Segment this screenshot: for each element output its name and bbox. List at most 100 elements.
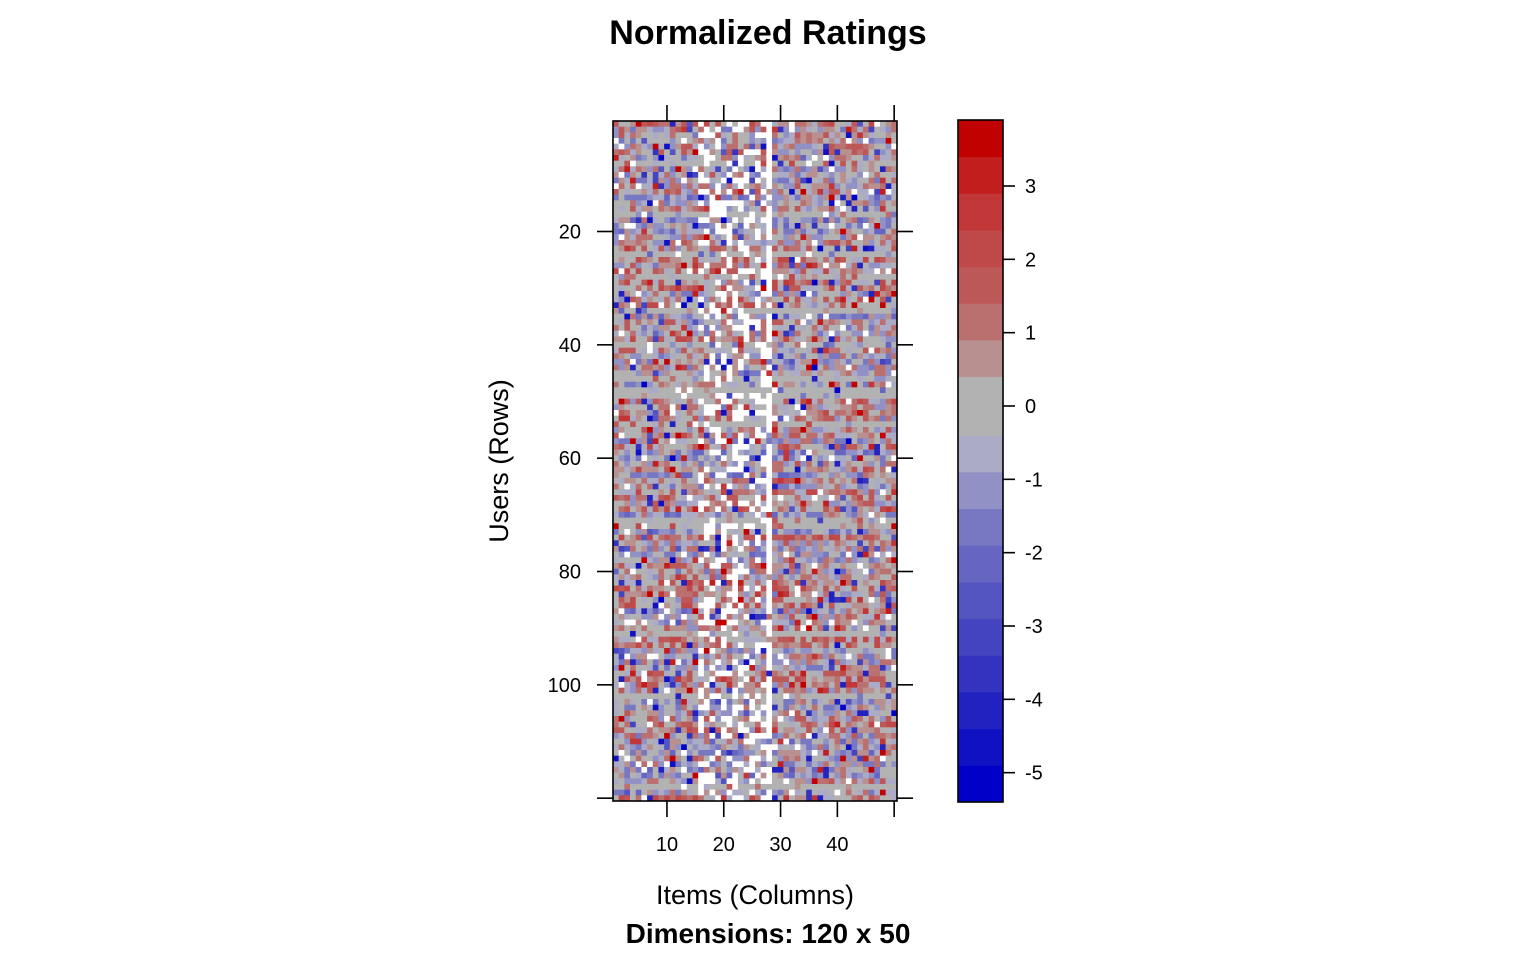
heatmap-cell (641, 432, 648, 439)
heatmap-cell (811, 206, 818, 212)
heatmap-cell (851, 285, 858, 292)
heatmap-cell (885, 444, 892, 450)
heatmap-cell (794, 149, 801, 156)
heatmap-cell (874, 449, 881, 456)
heatmap-cell (675, 325, 682, 331)
heatmap-cell (862, 466, 869, 473)
heatmap-cell (862, 245, 869, 252)
heatmap-cell (862, 636, 869, 643)
heatmap-cell (868, 319, 875, 326)
heatmap-cell (772, 653, 778, 660)
heatmap-cell (868, 574, 875, 581)
heatmap-cell (840, 529, 847, 535)
heatmap-cell (834, 359, 841, 365)
heatmap-cell (823, 546, 830, 552)
heatmap-cell (885, 313, 892, 320)
heatmap-cell (862, 183, 869, 190)
heatmap-cell (681, 370, 688, 377)
heatmap-cell (641, 200, 648, 207)
heatmap-cell (766, 614, 773, 620)
heatmap-cell (755, 234, 761, 241)
heatmap-cell (698, 449, 705, 456)
heatmap-cell (749, 245, 756, 252)
heatmap-cell (720, 540, 727, 547)
heatmap-cell (879, 410, 886, 416)
heatmap-cell (845, 121, 852, 127)
heatmap-cell (732, 376, 739, 382)
heatmap-cell (806, 228, 813, 235)
heatmap-cell (857, 279, 864, 286)
heatmap-cell (664, 160, 671, 167)
heatmap-cell (891, 319, 898, 326)
heatmap-cell (709, 166, 716, 173)
heatmap-cell (840, 648, 847, 654)
heatmap-cell (772, 534, 778, 541)
heatmap-cell (635, 189, 642, 195)
heatmap-cell (647, 211, 654, 218)
heatmap-cell (862, 529, 869, 535)
heatmap-cell (868, 296, 875, 303)
heatmap-cell (772, 478, 778, 484)
heatmap-cell (794, 551, 801, 558)
heatmap-cell (749, 602, 756, 609)
heatmap-cell (862, 206, 869, 212)
heatmap-cell (806, 517, 813, 524)
heatmap-cell (726, 245, 733, 252)
heatmap-cell (777, 585, 784, 592)
heatmap-cell (641, 591, 648, 598)
heatmap-cell (709, 455, 716, 462)
heatmap-cell (675, 353, 682, 360)
heatmap-cell (630, 472, 636, 479)
heatmap-cell (686, 478, 693, 484)
heatmap-cell (709, 143, 716, 150)
heatmap-cell (647, 410, 654, 416)
heatmap-cell (709, 330, 716, 337)
heatmap-cell (732, 631, 739, 637)
heatmap-cell (806, 398, 813, 405)
heatmap-cell (879, 438, 886, 445)
heatmap-cell (664, 625, 671, 632)
heatmap-cell (755, 166, 761, 173)
heatmap-cell (613, 121, 619, 127)
heatmap-cell (794, 444, 801, 450)
heatmap-cell (766, 126, 773, 133)
heatmap-cell (669, 206, 676, 212)
heatmap-cell (726, 291, 733, 297)
heatmap-cell (760, 404, 767, 411)
heatmap-cell (834, 682, 841, 688)
heatmap-cell (726, 336, 733, 343)
heatmap-cell (760, 472, 767, 479)
heatmap-cell (879, 291, 886, 297)
heatmap-cell (669, 291, 676, 297)
heatmap-cell (766, 676, 773, 683)
heatmap-cell (862, 461, 869, 467)
heatmap-cell (777, 245, 784, 252)
heatmap-cell (834, 393, 841, 399)
heatmap-cell (789, 268, 796, 275)
heatmap-cell (675, 387, 682, 394)
heatmap-cell (698, 455, 705, 462)
heatmap-cell (766, 568, 773, 575)
heatmap-cell (851, 313, 858, 320)
heatmap-cell (709, 296, 716, 303)
heatmap-cell (647, 336, 654, 343)
heatmap-cell (703, 670, 710, 677)
heatmap-cell (760, 585, 767, 592)
heatmap-cell (834, 302, 841, 309)
heatmap-cell (618, 631, 625, 637)
heatmap-cell (726, 478, 733, 484)
heatmap-cell (732, 291, 739, 297)
heatmap-cell (800, 636, 807, 643)
heatmap-cell (879, 648, 886, 654)
heatmap-cell (885, 177, 892, 184)
heatmap-cell (891, 285, 898, 292)
heatmap-cell (794, 653, 801, 660)
heatmap-cell (800, 625, 807, 632)
heatmap-cell (641, 415, 648, 422)
heatmap-cell (823, 636, 830, 643)
heatmap-cell (732, 251, 739, 258)
heatmap-cell (613, 353, 619, 360)
heatmap-cell (828, 206, 835, 212)
heatmap-cell (823, 143, 830, 150)
heatmap-cell (613, 200, 619, 207)
